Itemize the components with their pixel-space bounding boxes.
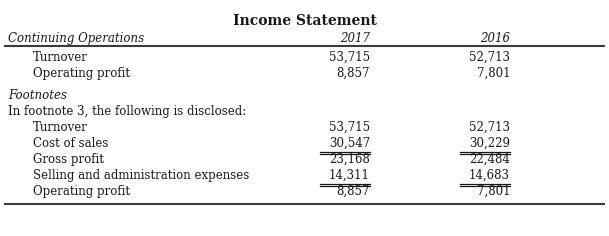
Text: 53,715: 53,715 (329, 51, 370, 64)
Text: 8,857: 8,857 (337, 185, 370, 198)
Text: 14,311: 14,311 (329, 169, 370, 182)
Text: 8,857: 8,857 (337, 67, 370, 80)
Text: Cost of sales: Cost of sales (33, 137, 108, 150)
Text: 30,229: 30,229 (469, 137, 510, 150)
Text: 7,801: 7,801 (476, 185, 510, 198)
Text: Income Statement: Income Statement (233, 14, 376, 28)
Text: Operating profit: Operating profit (33, 67, 130, 80)
Text: 30,547: 30,547 (329, 137, 370, 150)
Text: 52,713: 52,713 (469, 121, 510, 134)
Text: Selling and administration expenses: Selling and administration expenses (33, 169, 249, 182)
Text: 22,484: 22,484 (469, 153, 510, 166)
Text: 53,715: 53,715 (329, 121, 370, 134)
Text: 2017: 2017 (340, 32, 370, 45)
Text: Footnotes: Footnotes (8, 89, 67, 102)
Text: In footnote 3, the following is disclosed:: In footnote 3, the following is disclose… (8, 105, 246, 118)
Text: Turnover: Turnover (33, 121, 88, 134)
Text: 23,168: 23,168 (329, 153, 370, 166)
Text: 14,683: 14,683 (469, 169, 510, 182)
Text: Operating profit: Operating profit (33, 185, 130, 198)
Text: Turnover: Turnover (33, 51, 88, 64)
Text: 2016: 2016 (480, 32, 510, 45)
Text: Gross profit: Gross profit (33, 153, 104, 166)
Text: 52,713: 52,713 (469, 51, 510, 64)
Text: 7,801: 7,801 (476, 67, 510, 80)
Text: Continuing Operations: Continuing Operations (8, 32, 144, 45)
